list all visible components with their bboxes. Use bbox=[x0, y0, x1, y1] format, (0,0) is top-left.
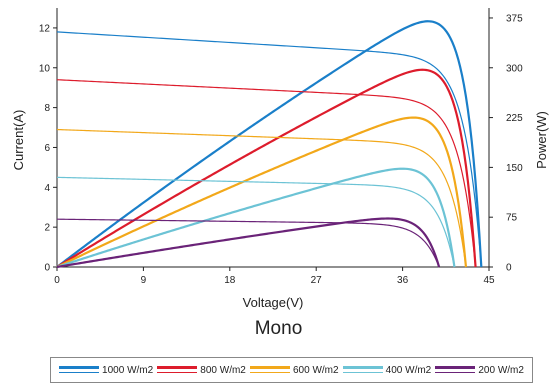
legend-item: 600 W/m2 bbox=[249, 364, 339, 376]
y-axis-right-title: Power(W) bbox=[534, 111, 549, 169]
y-left-tick-label: 2 bbox=[44, 223, 50, 234]
iv-curve-0 bbox=[56, 31, 482, 268]
x-tick-label: 27 bbox=[311, 275, 323, 286]
legend-swatch bbox=[157, 365, 198, 375]
legend-label: 200 W/m2 bbox=[478, 364, 524, 376]
legend-label: 600 W/m2 bbox=[292, 364, 339, 376]
y-left-tick-label: 10 bbox=[39, 63, 51, 74]
x-tick-label: 0 bbox=[54, 275, 60, 286]
chart-curves bbox=[56, 20, 483, 269]
x-tick-label: 45 bbox=[483, 275, 495, 286]
iv-curve-3 bbox=[56, 176, 456, 268]
iv-curve-1 bbox=[56, 79, 477, 268]
iv-curve-4 bbox=[56, 218, 440, 268]
legend-item: 800 W/m2 bbox=[157, 365, 246, 376]
pv-curve-3 bbox=[56, 167, 456, 269]
iv-pv-chart: 0 9 18 27 36 45 0 2 4 6 8 10 12 0 75 150 225 300 375 Curre… bbox=[11, 8, 549, 310]
y-left-tick-label: 12 bbox=[39, 23, 51, 34]
legend-item: 1000 W/m2 bbox=[59, 365, 153, 376]
legend-swatch bbox=[342, 365, 383, 375]
legend-swatch bbox=[249, 365, 290, 375]
y-right-tick-label: 375 bbox=[506, 13, 523, 24]
y-right-tick-label: 225 bbox=[506, 113, 523, 124]
y-right-tick-label: 150 bbox=[506, 163, 523, 174]
y-axis-left-title: Current(A) bbox=[11, 110, 26, 171]
y-right-tick-label: 75 bbox=[506, 213, 518, 224]
y-right-tick-label: 300 bbox=[506, 63, 523, 74]
y-left-tick-label: 6 bbox=[44, 143, 50, 154]
legend-swatch bbox=[59, 365, 100, 375]
legend-item: 400 W/m2 bbox=[342, 364, 432, 376]
y-left-tick-label: 4 bbox=[44, 183, 50, 194]
x-tick-label: 36 bbox=[397, 275, 409, 286]
legend-label: 400 W/m2 bbox=[385, 364, 432, 376]
legend-swatch bbox=[435, 365, 476, 375]
x-tick-label: 18 bbox=[224, 275, 236, 286]
pv-curve-4 bbox=[56, 217, 441, 269]
chart-legend: 1000 W/m2 800 W/m2 600 W/m2 400 W/m2 200 W/m… bbox=[50, 357, 533, 383]
legend-item: 200 W/m2 bbox=[435, 365, 524, 376]
legend-label: 1000 W/m2 bbox=[102, 364, 154, 376]
y-right-tick-label: 0 bbox=[506, 263, 512, 274]
chart-title: Mono bbox=[254, 318, 303, 339]
y-left-tick-label: 8 bbox=[44, 103, 50, 114]
iv-curve-2 bbox=[56, 128, 467, 268]
x-tick-label: 9 bbox=[141, 275, 147, 286]
legend-label: 800 W/m2 bbox=[200, 364, 246, 376]
pv-curve-1 bbox=[56, 68, 477, 268]
x-axis-title: Voltage(V) bbox=[243, 295, 304, 310]
pv-curve-0 bbox=[56, 20, 483, 268]
y-left-tick-label: 0 bbox=[44, 263, 50, 274]
pv-curve-2 bbox=[56, 116, 468, 268]
chart-axes: 0 9 18 27 36 45 0 2 4 6 8 10 12 0 75 150 225 300 375 bbox=[39, 8, 523, 286]
